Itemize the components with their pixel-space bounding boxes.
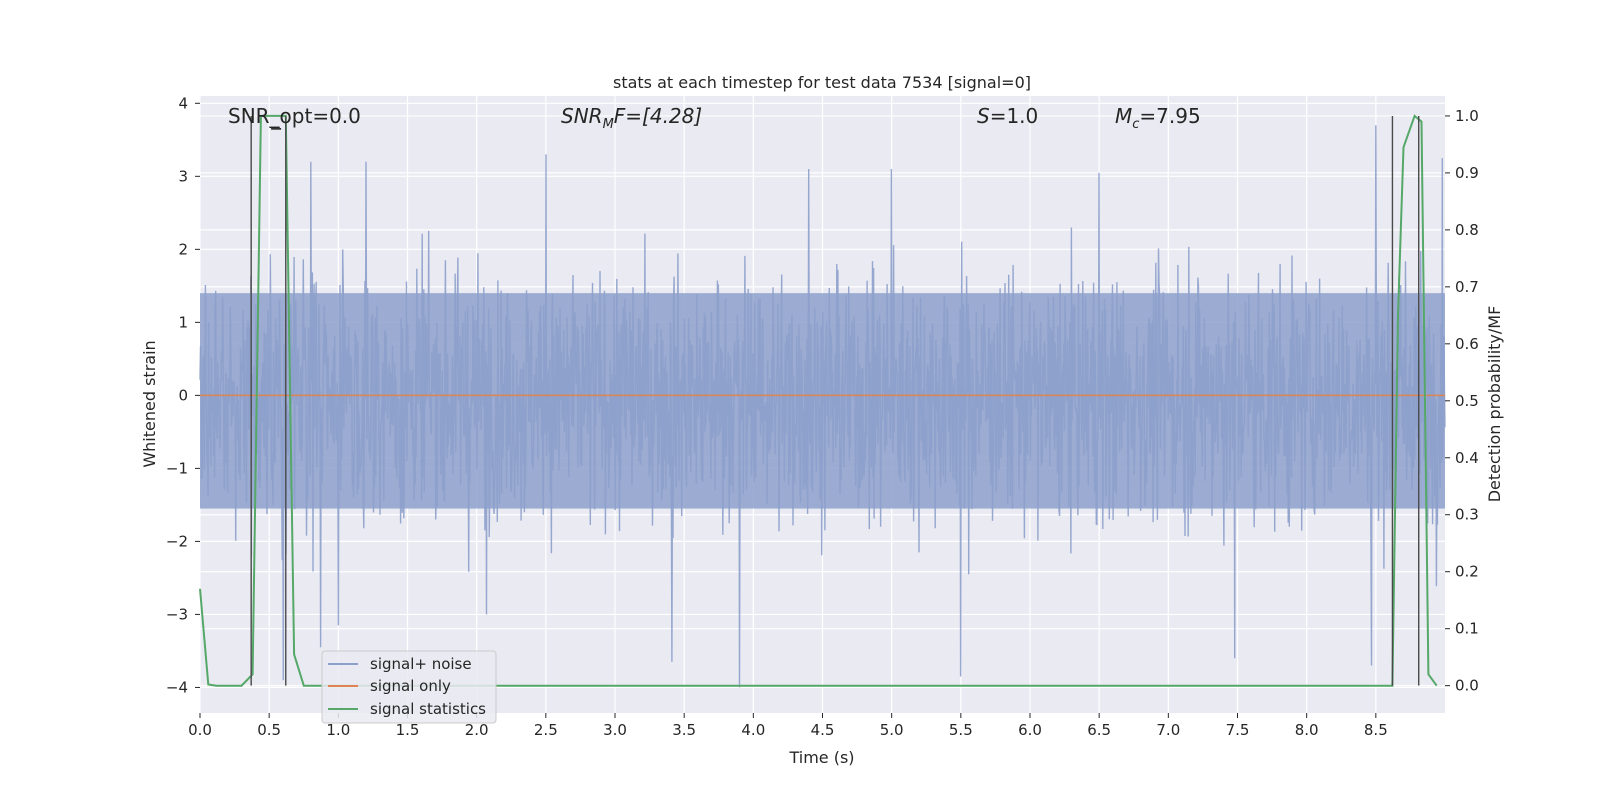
y2-tick-label-6: 0.4 — [1455, 449, 1479, 467]
x-tick-label-8: 4.0 — [741, 721, 765, 739]
x-tick-label-11: 5.5 — [949, 721, 973, 739]
annotation-snr-mf-value: F=[4.28] — [614, 104, 702, 128]
y-axis-label: Whitened strain — [140, 340, 159, 467]
x-tick-label-13: 6.5 — [1087, 721, 1111, 739]
plot-title: stats at each timestep for test data 753… — [613, 73, 1031, 92]
x-axis-label: Time (s) — [788, 748, 854, 767]
x-tick-label-14: 7.0 — [1156, 721, 1180, 739]
x-tick-label-2: 1.0 — [326, 721, 350, 739]
annotation-snr-opt: SNR_opt=0.0 — [228, 104, 361, 128]
y2-tick-label-0: 1.0 — [1455, 107, 1479, 125]
y-tick-label-6: −2 — [166, 532, 188, 550]
x-tick-label-5: 2.5 — [534, 721, 558, 739]
y2-tick-label-8: 0.2 — [1455, 563, 1479, 581]
y-tick-label-4: 0 — [178, 386, 188, 404]
annotation-snr-mf-main: SNR — [561, 104, 603, 128]
annotation-s-symbol: S — [977, 104, 990, 128]
annotation-snr-mf: SNRMF=[4.28] — [561, 104, 702, 132]
legend: signal+ noise signal only signal statist… — [321, 650, 497, 724]
y-axis-right: 1.0 0.9 0.8 0.7 0.6 0.5 0.4 0.3 0.2 0.1 0.0 — [1445, 107, 1479, 695]
y-tick-label-2: 2 — [178, 240, 188, 258]
y2-tick-label-5: 0.5 — [1455, 392, 1479, 410]
legend-label-signal-noise: signal+ noise — [370, 655, 472, 673]
y2-tick-label-10: 0.0 — [1455, 677, 1479, 695]
x-tick-label-7: 3.5 — [672, 721, 696, 739]
annotation-snr-mf-sub: M — [603, 117, 614, 132]
x-tick-label-6: 3.0 — [603, 721, 627, 739]
legend-label-signal-only: signal only — [370, 677, 451, 695]
x-tick-label-12: 6.0 — [1018, 721, 1042, 739]
y-tick-label-5: −1 — [166, 459, 188, 477]
y2-tick-label-2: 0.8 — [1455, 221, 1479, 239]
legend-box — [321, 650, 497, 724]
y2-tick-label-7: 0.3 — [1455, 506, 1479, 524]
y2-tick-label-4: 0.6 — [1455, 335, 1479, 353]
y2-axis-label: Detection probability/MF — [1485, 306, 1504, 503]
vertical-lines — [250, 115, 1420, 686]
annotation-s-value: =1.0 — [990, 104, 1039, 128]
y-tick-label-3: 1 — [178, 313, 188, 331]
x-tick-label-15: 7.5 — [1226, 721, 1250, 739]
x-tick-label-3: 1.5 — [396, 721, 420, 739]
annotation-s: S=1.0 — [977, 104, 1038, 128]
annotation-mc-sub: c — [1132, 117, 1139, 132]
x-tick-label-10: 5.0 — [880, 721, 904, 739]
y-axis-left: 4 3 2 1 0 −1 −2 −3 −4 — [166, 94, 200, 696]
noise-trace — [199, 125, 1446, 688]
y-tick-label-8: −4 — [166, 678, 188, 696]
x-tick-label-0: 0.0 — [188, 721, 212, 739]
annotation-mc-value: =7.95 — [1139, 104, 1200, 128]
legend-label-signal-statistics: signal statistics — [370, 700, 486, 718]
x-tick-label-17: 8.5 — [1364, 721, 1388, 739]
y2-tick-label-3: 0.7 — [1455, 278, 1479, 296]
annotation-mc-symbol: M — [1115, 104, 1132, 128]
y-tick-label-0: 4 — [178, 94, 188, 112]
series-signal-noise — [199, 125, 1446, 688]
x-axis: 0.0 0.5 1.0 1.5 2.0 2.5 3.0 3.5 4.0 4.5 5.0 5.5 6.0 6… — [188, 713, 1388, 739]
y2-tick-label-1: 0.9 — [1455, 164, 1479, 182]
x-tick-label-16: 8.0 — [1295, 721, 1319, 739]
y-tick-label-7: −3 — [166, 605, 188, 623]
y2-tick-label-9: 0.1 — [1455, 620, 1479, 638]
x-tick-label-1: 0.5 — [257, 721, 281, 739]
y-tick-label-1: 3 — [178, 167, 188, 185]
annotation-mc: Mc=7.95 — [1115, 104, 1201, 132]
x-tick-label-4: 2.0 — [465, 721, 489, 739]
x-tick-label-9: 4.5 — [811, 721, 835, 739]
